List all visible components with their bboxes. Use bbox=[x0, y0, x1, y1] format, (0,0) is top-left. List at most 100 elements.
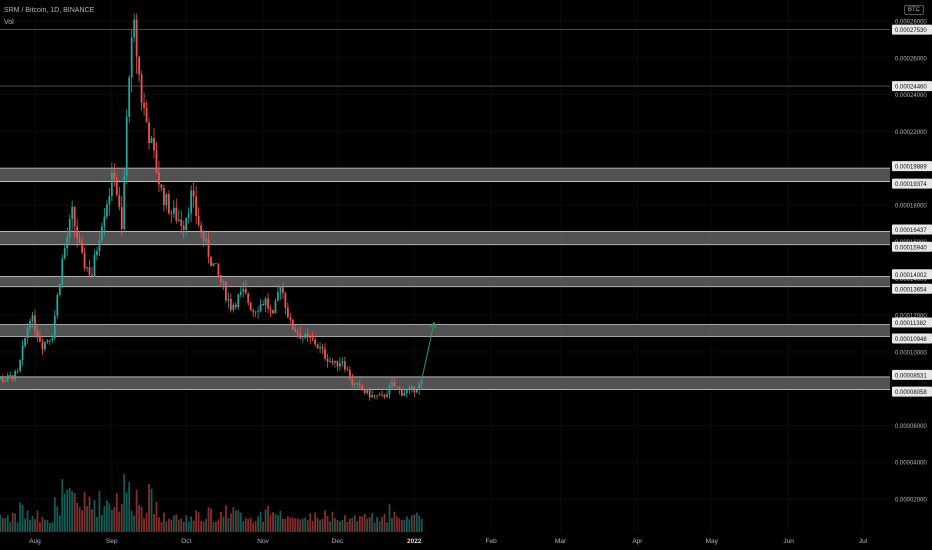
volume-bar bbox=[336, 519, 339, 532]
volume-bar bbox=[148, 483, 150, 532]
time-axis[interactable]: Aug Sep Oct Nov Dec 2022 Feb Mar Apr May Jun Jul bbox=[29, 538, 867, 545]
volume-bar bbox=[125, 492, 128, 532]
volume-bar bbox=[19, 502, 22, 532]
volume-bar bbox=[289, 517, 292, 532]
x-tick-label: Feb bbox=[486, 538, 498, 545]
candle-body bbox=[361, 385, 364, 391]
candle-body bbox=[11, 375, 14, 380]
candle-body bbox=[247, 293, 250, 303]
volume-bar bbox=[262, 521, 264, 532]
volume-bar bbox=[311, 520, 314, 532]
price-tag-box bbox=[892, 161, 932, 172]
price-tag-label: 0.00011382 bbox=[895, 321, 927, 327]
candle-body bbox=[309, 336, 312, 339]
volume-bar bbox=[44, 519, 46, 532]
volume-bar bbox=[71, 490, 74, 532]
volume-bar bbox=[155, 501, 158, 532]
candle-body bbox=[348, 369, 351, 380]
price-tag-box bbox=[892, 369, 932, 380]
volume-bar bbox=[324, 510, 326, 532]
volume-bar bbox=[361, 516, 364, 532]
volume-bar bbox=[192, 520, 195, 532]
price-tag-label: 0.00008058 bbox=[895, 390, 927, 396]
price-tag-label: 0.00013654 bbox=[895, 287, 927, 293]
volume-bar bbox=[88, 496, 91, 532]
candle-body bbox=[257, 311, 260, 312]
candle-body bbox=[197, 216, 200, 226]
volume-bar bbox=[299, 519, 302, 532]
symbol-title: SRM / Bitcoin, 1D, BINANCE bbox=[4, 7, 95, 14]
candle-body bbox=[130, 37, 133, 78]
zone-band bbox=[0, 276, 890, 287]
candle-body bbox=[140, 74, 143, 103]
candle-body bbox=[239, 291, 242, 295]
zone-band bbox=[0, 324, 890, 337]
volume-bar bbox=[309, 513, 312, 532]
price-axis[interactable]: 0.00028000 0.00026000 0.00024000 0.00022000… bbox=[892, 20, 932, 504]
volume-bar bbox=[103, 506, 106, 532]
x-tick-label: Nov bbox=[257, 538, 269, 545]
candle-body bbox=[48, 339, 51, 341]
candle-body bbox=[341, 361, 344, 364]
currency-badge[interactable]: BTC bbox=[904, 5, 924, 15]
price-tag-box bbox=[892, 24, 932, 35]
x-tick-label: Aug bbox=[29, 538, 41, 545]
volume-bar bbox=[368, 517, 371, 532]
volume-bar bbox=[41, 516, 44, 532]
x-tick-label: 2022 bbox=[407, 538, 422, 545]
x-tick-label: Jul bbox=[859, 538, 868, 545]
candle-body bbox=[68, 219, 71, 238]
candle-body bbox=[160, 184, 163, 189]
volume-bar bbox=[296, 518, 299, 532]
volume-bar bbox=[187, 521, 190, 532]
candle-body bbox=[91, 274, 93, 277]
volume-bar bbox=[413, 514, 416, 532]
candle-body bbox=[321, 347, 324, 349]
volume-bar bbox=[279, 510, 282, 532]
candle-body bbox=[123, 176, 126, 230]
x-tick-label: Sep bbox=[106, 538, 118, 545]
candle-body bbox=[56, 294, 59, 316]
candle-body bbox=[262, 304, 264, 306]
candle-body bbox=[143, 102, 145, 109]
volume-bar bbox=[96, 516, 98, 532]
volume-bar bbox=[306, 520, 309, 532]
volume-label: Vol bbox=[4, 19, 14, 26]
candle-body bbox=[301, 338, 304, 339]
candle-body bbox=[373, 394, 376, 396]
volume-bar bbox=[185, 515, 188, 532]
candle-body bbox=[9, 375, 12, 376]
candle-body bbox=[210, 257, 212, 267]
candle-body bbox=[415, 390, 418, 393]
volume-bar bbox=[386, 522, 388, 532]
volume-bar bbox=[410, 515, 413, 532]
volume-bar bbox=[284, 518, 287, 532]
price-tag-label: 0.00014002 bbox=[895, 273, 927, 279]
volume-bar bbox=[163, 512, 165, 532]
candle-body bbox=[81, 242, 84, 253]
volume-bar bbox=[202, 521, 205, 532]
price-tag-label: 0.00019889 bbox=[895, 165, 927, 171]
candle-body bbox=[329, 360, 331, 362]
volume-bar bbox=[383, 513, 386, 532]
candle-body bbox=[398, 387, 401, 390]
volume-bar bbox=[51, 522, 54, 532]
candle-body bbox=[145, 108, 148, 123]
candle-body bbox=[29, 321, 31, 329]
x-tick-label: Apr bbox=[632, 538, 643, 545]
candle-body bbox=[378, 394, 381, 396]
volume-bar bbox=[217, 519, 220, 532]
volume-bar bbox=[138, 505, 141, 532]
volume-bar bbox=[304, 517, 307, 532]
candle-body bbox=[83, 252, 86, 269]
price-tag-box bbox=[892, 283, 932, 294]
volume-bar bbox=[200, 520, 202, 532]
candle-body bbox=[227, 298, 230, 301]
candle-body bbox=[212, 263, 215, 267]
candle-body bbox=[192, 190, 195, 197]
volume-bar bbox=[205, 519, 207, 532]
x-tick-label: Oct bbox=[181, 538, 191, 545]
volume-bar bbox=[264, 509, 267, 532]
volume-bar bbox=[212, 521, 215, 532]
